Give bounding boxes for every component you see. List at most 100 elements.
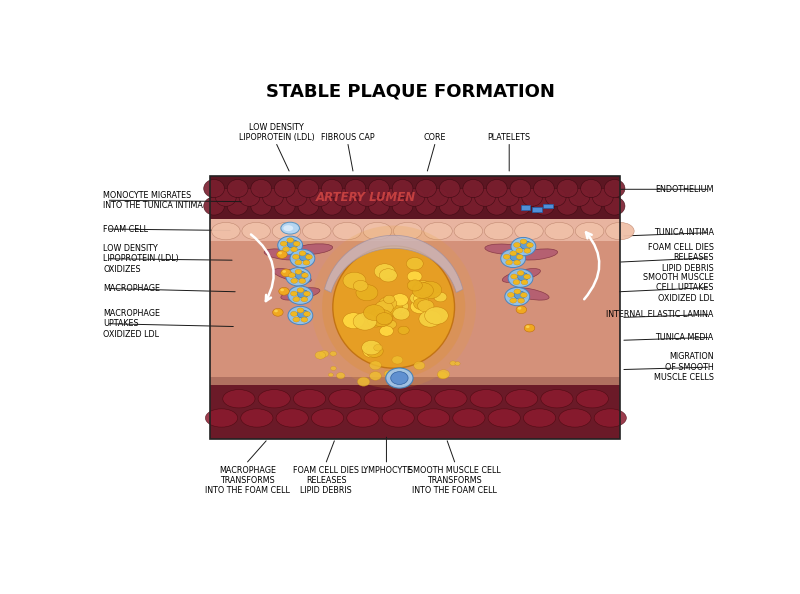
Circle shape <box>379 297 397 310</box>
Circle shape <box>298 290 309 298</box>
Ellipse shape <box>227 197 248 215</box>
Circle shape <box>299 279 306 283</box>
Circle shape <box>303 311 310 317</box>
Circle shape <box>384 371 393 377</box>
Circle shape <box>514 289 521 294</box>
Circle shape <box>280 289 284 291</box>
Circle shape <box>303 260 310 265</box>
Circle shape <box>388 304 402 314</box>
Circle shape <box>385 301 402 314</box>
Ellipse shape <box>204 197 225 215</box>
Ellipse shape <box>310 188 330 206</box>
Text: MIGRATION
OF SMOOTH
MUSCLE CELLS: MIGRATION OF SMOOTH MUSCLE CELLS <box>654 352 714 382</box>
Circle shape <box>394 302 406 311</box>
Circle shape <box>376 312 393 325</box>
Circle shape <box>418 282 442 299</box>
Ellipse shape <box>522 188 542 206</box>
Circle shape <box>520 239 527 244</box>
Text: LOW DENSITY
LIPOPROTEIN (LDL)
OXIDIZES: LOW DENSITY LIPOPROTEIN (LDL) OXIDIZES <box>103 244 179 274</box>
Circle shape <box>406 257 423 270</box>
Circle shape <box>375 304 389 314</box>
Ellipse shape <box>534 179 554 198</box>
Ellipse shape <box>416 179 437 198</box>
Ellipse shape <box>251 179 271 198</box>
Circle shape <box>387 298 408 314</box>
Circle shape <box>367 314 385 327</box>
Circle shape <box>356 285 378 301</box>
Circle shape <box>408 280 421 289</box>
Circle shape <box>516 248 522 253</box>
Circle shape <box>330 351 337 356</box>
Ellipse shape <box>274 197 295 215</box>
Bar <box>210 176 619 438</box>
Circle shape <box>413 280 433 296</box>
Circle shape <box>450 361 456 365</box>
Ellipse shape <box>424 222 452 240</box>
Ellipse shape <box>486 179 507 198</box>
Ellipse shape <box>264 249 304 260</box>
Circle shape <box>392 293 408 306</box>
Circle shape <box>514 291 526 299</box>
Circle shape <box>278 252 282 254</box>
Bar <box>210 176 619 219</box>
Ellipse shape <box>510 197 530 215</box>
Circle shape <box>526 242 534 248</box>
Circle shape <box>520 241 531 249</box>
Circle shape <box>390 372 408 384</box>
Ellipse shape <box>416 197 437 215</box>
Text: SMOOTH MUSCLE CELL
TRANSFORMS
INTO THE FOAM CELL: SMOOTH MUSCLE CELL TRANSFORMS INTO THE F… <box>408 466 501 495</box>
Circle shape <box>438 369 450 378</box>
Ellipse shape <box>298 197 318 215</box>
Circle shape <box>414 362 425 369</box>
Polygon shape <box>521 205 530 210</box>
Ellipse shape <box>439 197 460 215</box>
Ellipse shape <box>399 390 432 408</box>
Circle shape <box>315 352 326 359</box>
Circle shape <box>295 271 306 280</box>
Ellipse shape <box>506 390 538 408</box>
Ellipse shape <box>357 188 378 206</box>
Ellipse shape <box>546 188 566 206</box>
Circle shape <box>506 260 513 265</box>
Ellipse shape <box>363 222 392 240</box>
Ellipse shape <box>435 390 467 408</box>
Ellipse shape <box>211 222 240 240</box>
Ellipse shape <box>604 197 625 215</box>
Circle shape <box>516 306 526 314</box>
Ellipse shape <box>510 287 549 300</box>
Text: STABLE PLAQUE FORMATION: STABLE PLAQUE FORMATION <box>266 83 554 101</box>
Circle shape <box>383 295 395 304</box>
Bar <box>210 241 619 377</box>
Ellipse shape <box>541 390 573 408</box>
Circle shape <box>516 254 523 260</box>
Text: FOAM CELL DIES
RELEASES
LIPID DEBRIS: FOAM CELL DIES RELEASES LIPID DEBRIS <box>294 466 359 495</box>
Circle shape <box>511 238 536 256</box>
Ellipse shape <box>606 222 634 240</box>
Text: TUNICA MEDIA: TUNICA MEDIA <box>655 333 714 342</box>
Ellipse shape <box>262 188 283 206</box>
Circle shape <box>370 309 393 327</box>
Ellipse shape <box>485 244 525 254</box>
Circle shape <box>510 251 517 256</box>
Text: TUNICA INTIMA: TUNICA INTIMA <box>654 228 714 237</box>
Circle shape <box>393 308 410 320</box>
Ellipse shape <box>302 222 331 240</box>
Circle shape <box>518 298 525 303</box>
Ellipse shape <box>545 222 574 240</box>
Ellipse shape <box>322 236 466 378</box>
Ellipse shape <box>474 188 495 206</box>
Text: ENDOTHELIUM: ENDOTHELIUM <box>655 185 714 194</box>
Ellipse shape <box>311 409 344 427</box>
Circle shape <box>386 368 413 388</box>
Circle shape <box>290 311 298 317</box>
Ellipse shape <box>222 390 255 408</box>
Ellipse shape <box>392 197 413 215</box>
Bar <box>210 219 619 241</box>
Ellipse shape <box>239 188 260 206</box>
Ellipse shape <box>346 409 379 427</box>
Ellipse shape <box>294 390 326 408</box>
Circle shape <box>301 317 308 322</box>
Circle shape <box>278 287 290 295</box>
Text: LOW DENSITY
LIPOPROTEIN (LDL): LOW DENSITY LIPOPROTEIN (LDL) <box>239 123 314 142</box>
Ellipse shape <box>345 179 366 198</box>
